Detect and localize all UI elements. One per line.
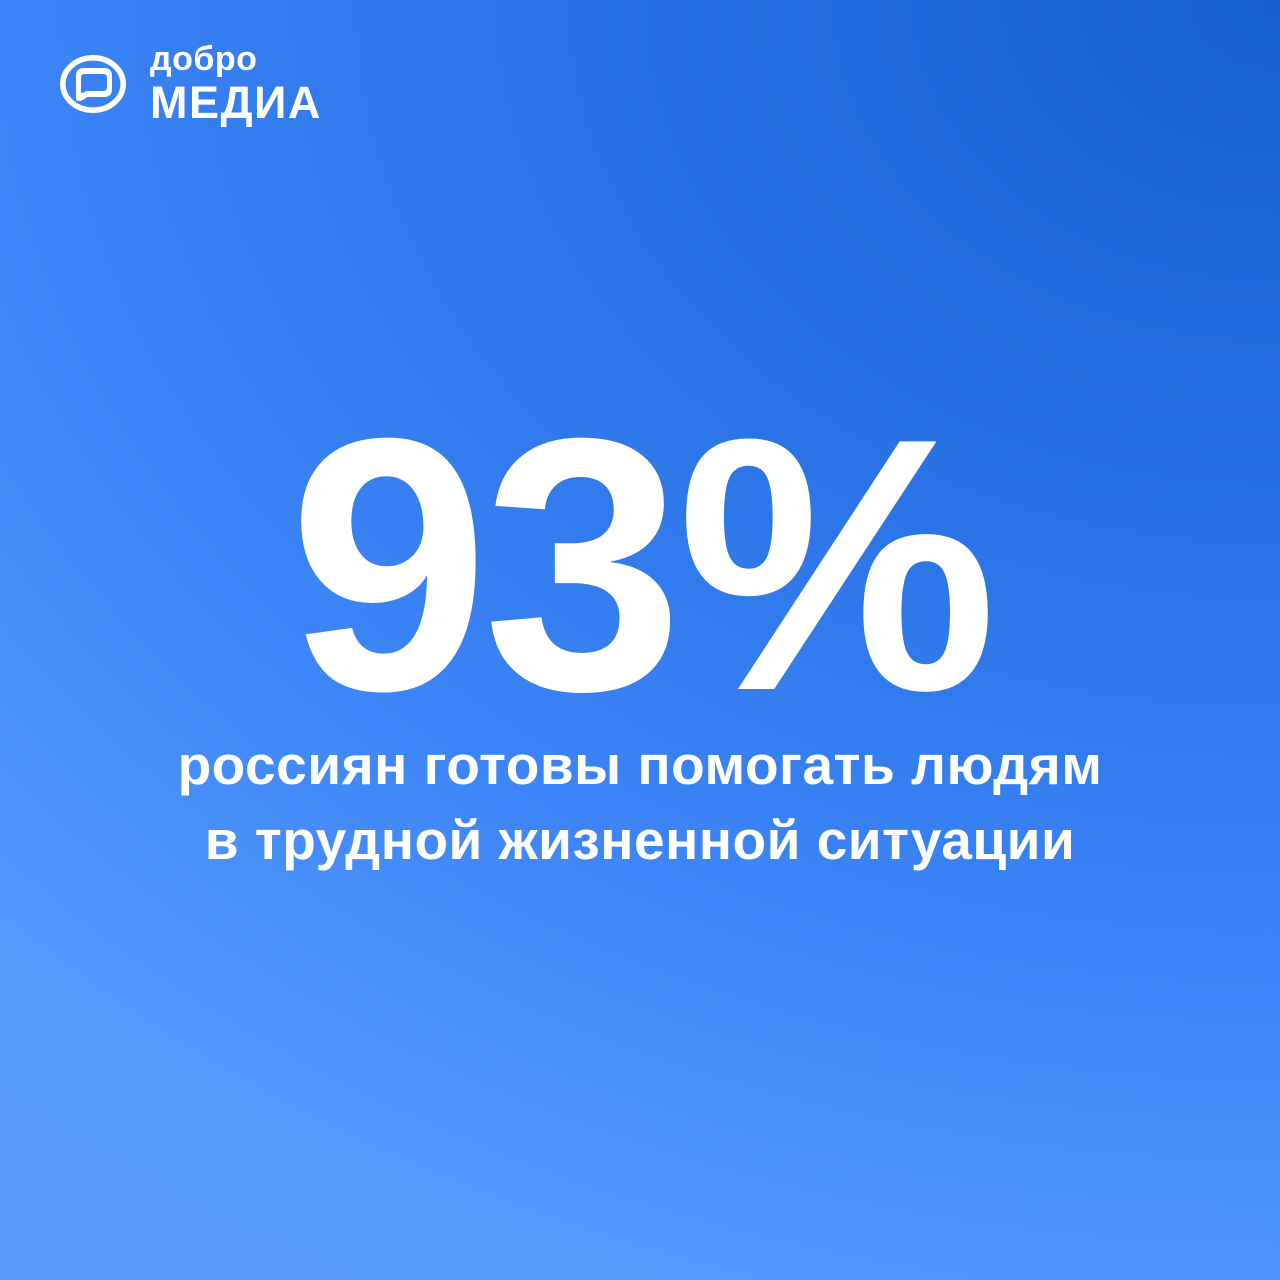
brand-name-top: добро <box>150 40 258 78</box>
speech-bubble-icon <box>60 54 126 113</box>
brand-logo: добро МЕДИА <box>60 42 322 125</box>
stat-description-line1: россиян готовы помогать людям <box>177 734 1103 796</box>
stat-description: россиян готовы помогать людям в трудной … <box>0 728 1280 878</box>
brand-wordmark: добро МЕДИА <box>150 42 322 125</box>
stat-description-line2: в трудной жизненной ситуации <box>204 808 1076 871</box>
brand-name-bottom: МЕДИА <box>150 77 322 128</box>
stat-value: 93% <box>288 364 998 766</box>
